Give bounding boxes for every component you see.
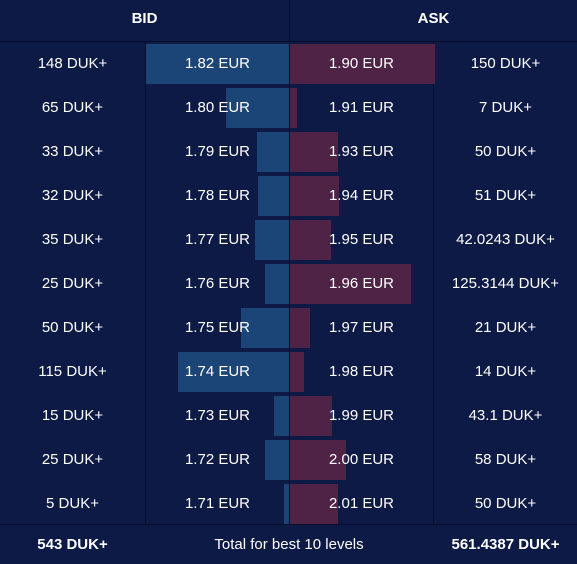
ask-price: 1.94 EUR — [328, 187, 395, 204]
ask-price: 1.98 EUR — [328, 363, 395, 380]
ask-quantity: 42.0243 DUK+ — [456, 231, 555, 248]
ask-quantity: 125.3144 DUK+ — [451, 275, 560, 292]
bid-quantity: 33 DUK+ — [41, 143, 104, 160]
ask-quantity: 43.1 DUK+ — [468, 407, 543, 424]
bid-total: 543 DUK+ — [37, 536, 108, 553]
bid-price: 1.71 EUR — [184, 495, 251, 512]
bid-header: BID — [131, 10, 158, 27]
ask-depth-bar — [290, 264, 411, 304]
ask-quantity: 50 DUK+ — [474, 495, 537, 512]
ask-depth-bar — [290, 352, 304, 392]
totals-label: Total for best 10 levels — [214, 536, 364, 553]
ask-quantity: 50 DUK+ — [474, 143, 537, 160]
bid-quantity: 25 DUK+ — [41, 275, 104, 292]
ask-price: 2.01 EUR — [328, 495, 395, 512]
bid-price: 1.76 EUR — [184, 275, 251, 292]
ask-depth-bar — [290, 396, 332, 436]
ask-quantity: 58 DUK+ — [474, 451, 537, 468]
order-row[interactable]: 32 DUK+ 1.78 EUR 1.94 EUR 51 DUK+ — [0, 174, 577, 218]
bid-price: 1.73 EUR — [184, 407, 251, 424]
ask-quantity: 21 DUK+ — [474, 319, 537, 336]
order-row[interactable]: 15 DUK+ 1.73 EUR 1.99 EUR 43.1 DUK+ — [0, 394, 577, 438]
ask-depth-bar — [290, 484, 338, 524]
ask-quantity: 150 DUK+ — [470, 55, 541, 72]
ask-price: 1.91 EUR — [328, 99, 395, 116]
ask-price: 1.90 EUR — [328, 55, 395, 72]
totals-footer: 543 DUK+ Total for best 10 levels 561.43… — [0, 525, 577, 564]
order-row[interactable]: 148 DUK+ 1.82 EUR 1.90 EUR 150 DUK+ — [0, 42, 577, 86]
bid-depth-bar — [146, 44, 289, 84]
ask-price: 1.99 EUR — [328, 407, 395, 424]
bid-price: 1.74 EUR — [184, 363, 251, 380]
bid-depth-bar — [265, 440, 289, 480]
ask-quantity: 14 DUK+ — [474, 363, 537, 380]
bid-depth-bar — [284, 484, 289, 524]
bid-depth-bar — [255, 220, 289, 260]
bid-depth-bar — [274, 396, 289, 436]
bid-quantity: 5 DUK+ — [46, 495, 99, 512]
ask-quantity: 7 DUK+ — [479, 99, 532, 116]
bid-price: 1.80 EUR — [184, 99, 251, 116]
bid-quantity: 15 DUK+ — [41, 407, 104, 424]
bid-quantity: 65 DUK+ — [41, 99, 104, 116]
bid-depth-bar — [178, 352, 289, 392]
ask-depth-bar — [290, 308, 310, 348]
ask-column-divider — [433, 41, 434, 524]
ask-quantity: 51 DUK+ — [474, 187, 537, 204]
ask-price: 2.00 EUR — [328, 451, 395, 468]
bid-price: 1.82 EUR — [184, 55, 251, 72]
bid-quantity: 148 DUK+ — [37, 55, 108, 72]
bid-depth-bar — [257, 132, 289, 172]
bid-quantity: 35 DUK+ — [41, 231, 104, 248]
bid-depth-bar — [265, 264, 289, 304]
order-row[interactable]: 33 DUK+ 1.79 EUR 1.93 EUR 50 DUK+ — [0, 130, 577, 174]
bid-price: 1.72 EUR — [184, 451, 251, 468]
footer-divider — [0, 524, 577, 525]
bid-price: 1.77 EUR — [184, 231, 251, 248]
bid-quantity: 50 DUK+ — [41, 319, 104, 336]
ask-header: ASK — [417, 10, 450, 27]
bid-quantity: 115 DUK+ — [38, 363, 107, 380]
bid-price: 1.79 EUR — [184, 143, 251, 160]
order-row[interactable]: 50 DUK+ 1.75 EUR 1.97 EUR 21 DUK+ — [0, 306, 577, 350]
order-row[interactable]: 5 DUK+ 1.71 EUR 2.01 EUR 50 DUK+ — [0, 482, 577, 526]
ask-depth-bar — [290, 88, 297, 128]
order-row[interactable]: 65 DUK+ 1.80 EUR 1.91 EUR 7 DUK+ — [0, 86, 577, 130]
ask-depth-bar — [290, 44, 435, 84]
ask-depth-bar — [290, 132, 338, 172]
order-row[interactable]: 25 DUK+ 1.76 EUR 1.96 EUR 125.3144 DUK+ — [0, 262, 577, 306]
order-row[interactable]: 115 DUK+ 1.74 EUR 1.98 EUR 14 DUK+ — [0, 350, 577, 394]
bid-depth-bar — [226, 88, 289, 128]
ask-price: 1.93 EUR — [328, 143, 395, 160]
bid-depth-bar — [241, 308, 289, 348]
order-row[interactable]: 35 DUK+ 1.77 EUR 1.95 EUR 42.0243 DUK+ — [0, 218, 577, 262]
order-row[interactable]: 25 DUK+ 1.72 EUR 2.00 EUR 58 DUK+ — [0, 438, 577, 482]
ask-depth-bar — [290, 440, 346, 480]
header-divider — [0, 41, 577, 42]
ask-depth-bar — [290, 176, 339, 216]
bid-quantity: 25 DUK+ — [41, 451, 104, 468]
bid-price: 1.78 EUR — [184, 187, 251, 204]
bid-column-divider — [145, 41, 146, 524]
ask-total: 561.4387 DUK+ — [451, 536, 560, 553]
bid-price: 1.75 EUR — [184, 319, 251, 336]
ask-price: 1.95 EUR — [328, 231, 395, 248]
bid-depth-bar — [258, 176, 289, 216]
center-divider — [289, 0, 290, 524]
ask-price: 1.97 EUR — [328, 319, 395, 336]
bid-quantity: 32 DUK+ — [41, 187, 104, 204]
ask-depth-bar — [290, 220, 331, 260]
ask-price: 1.96 EUR — [328, 275, 395, 292]
